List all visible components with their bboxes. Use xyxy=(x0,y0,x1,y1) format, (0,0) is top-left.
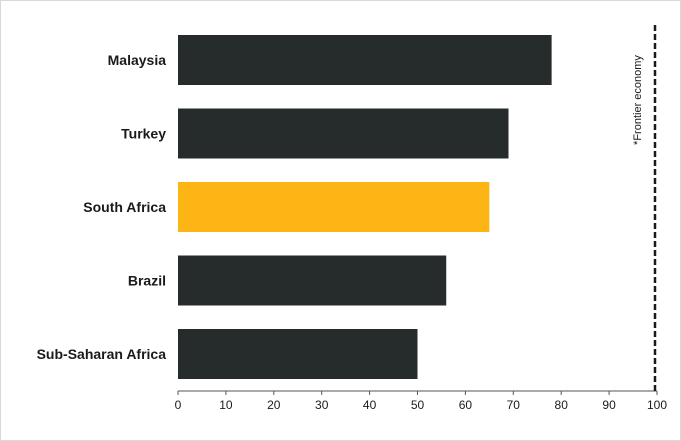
category-label: Sub-Saharan Africa xyxy=(37,346,167,362)
bar-south-africa xyxy=(178,182,490,232)
x-tick-label: 90 xyxy=(602,398,616,412)
x-tick-label: 20 xyxy=(267,398,281,412)
x-tick-label: 50 xyxy=(411,398,425,412)
bar-brazil xyxy=(178,255,447,306)
x-tick-label: 70 xyxy=(507,398,521,412)
x-tick-label: 0 xyxy=(175,398,182,412)
x-tick-label: 30 xyxy=(315,398,329,412)
x-tick-label: 40 xyxy=(363,398,377,412)
x-tick-label: 80 xyxy=(555,398,569,412)
category-label: Turkey xyxy=(121,126,166,142)
x-tick-label: 10 xyxy=(219,398,233,412)
x-tick-label: 100 xyxy=(647,398,667,412)
frontier-reference-label: *Frontier economy xyxy=(632,55,644,145)
bar-malaysia xyxy=(178,35,552,85)
category-label: Brazil xyxy=(128,273,166,289)
bar-turkey xyxy=(178,108,509,159)
category-label: Malaysia xyxy=(108,52,167,68)
category-label: South Africa xyxy=(83,199,166,215)
bar-sub-saharan-africa xyxy=(178,329,418,379)
x-tick-label: 60 xyxy=(459,398,473,412)
